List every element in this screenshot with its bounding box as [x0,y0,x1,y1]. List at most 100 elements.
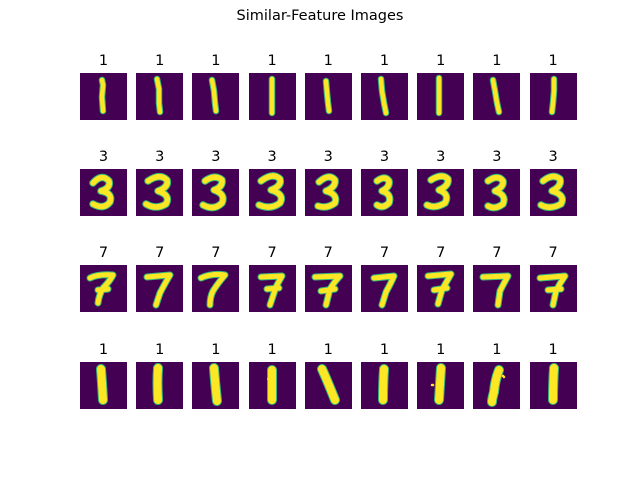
digit-glyph [197,270,229,309]
digit-glyph [199,173,228,212]
digit-glyph [377,75,390,117]
digit-glyph [370,272,398,309]
digit-label: 3 [155,149,165,165]
digit-glyph [490,76,503,116]
digit-image [136,265,184,312]
digit-glyph [322,77,333,115]
digit-label: 7 [323,245,333,261]
digit-glyph [152,363,164,405]
digit-label: 1 [436,53,446,69]
digit-label: 3 [436,149,446,165]
digit-image [529,73,577,120]
digit-glyph [209,76,220,115]
digit-glyph [266,365,277,405]
digit-label: 3 [267,149,277,165]
digit-image [473,169,521,216]
digit-glyph [153,75,164,116]
digit-image [136,73,184,120]
digit-glyph [209,363,223,406]
digit-glyph [479,272,512,309]
digit-label: 1 [548,53,558,69]
digit-glyph [548,75,557,116]
digit-label: 3 [323,149,333,165]
digit-image [80,362,127,409]
digit-label: 1 [323,342,333,358]
digit-glyph [373,174,394,211]
digit-glyph [430,363,447,405]
digit-glyph [86,271,117,307]
digit-glyph [268,75,275,117]
digit-image [304,265,352,312]
digit-image [136,362,184,409]
digit-image [529,265,577,312]
digit-label: 1 [379,53,390,69]
digit-label: 1 [548,342,558,358]
digit-label: 7 [548,245,558,261]
digit-label: 1 [98,342,109,358]
digit-label: 3 [492,149,502,165]
digit-label: 1 [323,53,333,69]
digit-glyph [254,172,285,211]
digit-glyph [536,272,569,309]
digit-glyph [435,74,443,117]
digit-image [417,73,465,120]
digit-image [361,73,408,120]
digit-image [192,362,240,409]
digit-label: 7 [379,245,390,261]
digit-image [304,362,352,409]
digit-label: 7 [155,245,165,261]
digit-glyph [423,172,453,211]
digit-glyph [142,173,172,211]
digit-image [304,73,352,120]
digit-image [473,265,521,312]
digit-label: 1 [267,342,277,358]
digit-image [417,265,465,312]
digit-glyph [547,363,559,405]
digit-image [529,169,577,216]
digit-label: 1 [211,342,221,358]
digit-image [192,265,240,312]
digit-glyph [316,364,340,405]
digit-glyph [424,270,455,308]
digit-label: 1 [155,53,165,69]
digit-glyph [143,271,174,309]
digit-image [248,169,296,216]
figure-title: Similar-Feature Images [236,8,404,24]
digit-label: 3 [98,149,109,165]
digit-label: 7 [436,245,446,261]
digit-label: 1 [492,53,502,69]
digit-glyph [89,173,115,211]
digit-glyph [536,172,566,211]
digit-label: 1 [436,342,446,358]
digit-label: 7 [98,245,109,261]
digit-label: 1 [155,342,165,358]
digit-label: 1 [98,53,109,69]
digit-image [136,169,184,216]
digit-image [80,73,127,120]
digit-image [248,362,296,409]
digit-label: 7 [267,245,277,261]
digit-label: 7 [211,245,221,261]
digit-label: 1 [267,53,277,69]
digit-image [361,265,408,312]
digit-image [80,169,127,216]
digit-image [248,73,296,120]
digit-image [473,73,521,120]
digit-label: 3 [379,149,390,165]
digit-image [192,73,240,120]
digit-image [80,265,127,312]
digit-image [473,362,521,409]
digit-glyph [311,272,344,309]
digit-image [361,169,408,216]
digit-glyph [96,364,108,405]
digit-label: 3 [548,149,558,165]
digit-glyph [378,364,389,405]
digit-image [361,362,408,409]
digit-glyph [487,365,506,407]
digit-label: 7 [492,245,502,261]
digit-glyph [98,76,107,115]
digit-image [529,362,577,409]
digit-image [417,169,465,216]
digit-image [417,362,465,409]
image-grid: 1 1 1 1 1 1 1 1 1 3 3 3 3 3 3 3 3 3 7 7 7 7 7 7 7 7 7 1 1 1 1 1 1 1 1 1 [80,0,577,480]
